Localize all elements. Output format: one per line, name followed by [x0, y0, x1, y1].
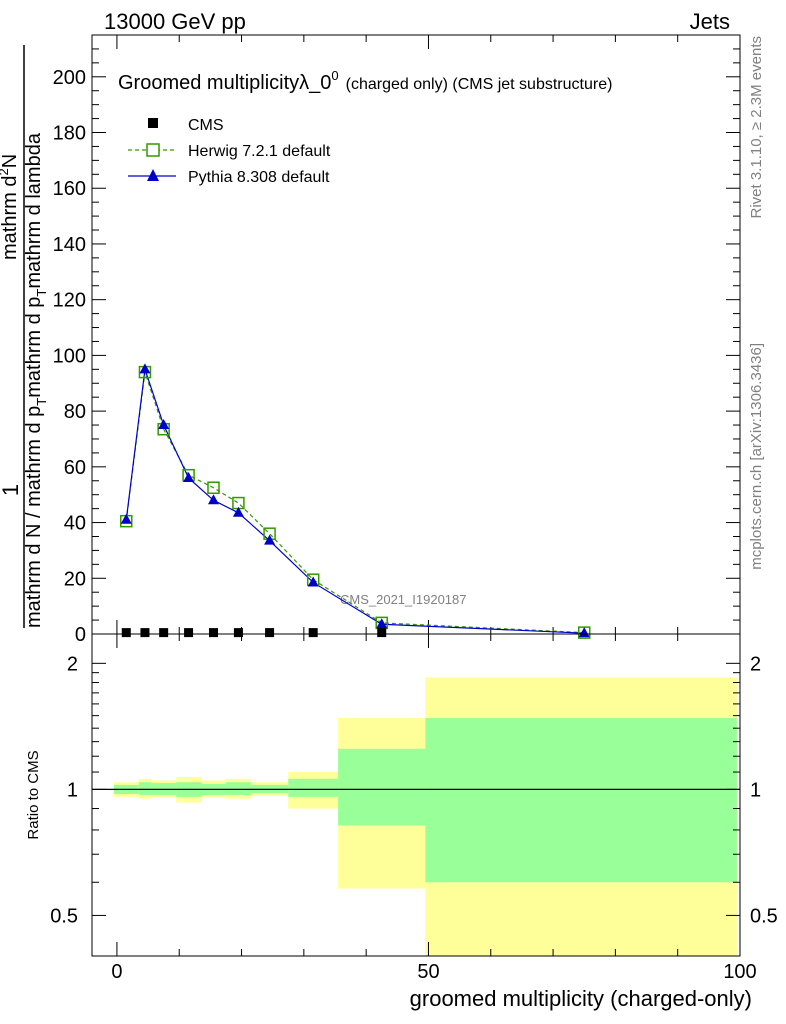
rivet-label: Rivet 3.1.10, ≥ 2.3M events — [748, 36, 765, 219]
cms-point — [209, 628, 218, 638]
cms-point — [184, 628, 194, 638]
legend-herwig-marker — [146, 143, 160, 157]
main-ytick-label: 60 — [64, 457, 86, 479]
ylabel-denominator-rest: mathrm d p — [23, 297, 45, 398]
pythia-point — [158, 419, 170, 430]
header-right: Jets — [690, 9, 730, 34]
ratio-ytick-label: 2 — [67, 653, 78, 675]
herwig-point — [577, 626, 591, 639]
mcplots-label: mcplots.cern.ch [arXiv:1306.3436] — [748, 343, 765, 570]
ratio-panel: 0.5 0.5 1 1 2 2 0 50 100 Ratio to CMS groomed mu… — [25, 633, 778, 1011]
ratio-ytick-label: 1 — [67, 779, 78, 801]
herwig-point — [207, 481, 220, 494]
main-ylabel: 1 mathrm d2N mathrm d N / mathrm d pTmat… — [0, 45, 49, 628]
pythia-point — [183, 471, 195, 482]
cms-point — [140, 628, 150, 638]
main-ytick-label: 120 — [53, 290, 86, 312]
ylabel-denominator-rest2: mathrm d lambda — [23, 132, 45, 288]
cms-point — [308, 628, 318, 638]
ratio-axis-ticks: 0.5 0.5 1 1 2 2 0 50 100 — [50, 634, 778, 983]
main-ytick-label: 40 — [64, 513, 86, 535]
pythia-point — [120, 513, 132, 524]
legend-cms-marker — [148, 118, 158, 128]
ratio-xtick-label: 50 — [417, 961, 439, 983]
header-left: 13000 GeV pp — [104, 9, 246, 34]
ylabel-numerator-sup: 2 — [0, 168, 11, 175]
main-ytick-label: 100 — [53, 345, 86, 367]
ratio-inner-band — [338, 748, 426, 826]
watermark: CMS_2021_I1920187 — [340, 592, 467, 607]
pythia-line — [125, 369, 585, 634]
ratio-frame — [91, 633, 741, 957]
ratio-ytick-label-right: 0.5 — [750, 905, 778, 927]
ratio-ytick-label: 0.5 — [50, 905, 78, 927]
plot-title-main: Groomed multiplicityλ_0 — [118, 72, 331, 94]
pythia-point — [376, 618, 388, 629]
legend-pythia-marker — [147, 169, 159, 181]
legend-cms-label: CMS — [188, 117, 224, 134]
ratio-inner-band — [138, 782, 152, 795]
cms-point — [233, 628, 243, 638]
ratio-ytick-label-right: 1 — [750, 779, 761, 801]
ylabel-one: 1 — [0, 484, 23, 496]
cms-point — [377, 628, 387, 638]
ylabel-denominator-main: mathrm d N / mathrm d p — [23, 406, 45, 628]
cms-point — [121, 628, 131, 638]
main-ytick-label: 180 — [53, 123, 86, 145]
ratio-inner-band — [288, 778, 339, 797]
pythia-point — [232, 506, 244, 517]
main-ytick-label: 160 — [53, 178, 86, 200]
ylabel-numerator-n: N — [0, 154, 21, 168]
pythia-point — [208, 494, 219, 505]
ylabel-denominator-sub: T — [34, 398, 49, 406]
cms-point — [159, 628, 169, 638]
legend-pythia-label: Pythia 8.308 default — [188, 169, 330, 186]
plot-subtitle: (charged only) (CMS jet substructure) — [346, 76, 613, 93]
main-panel: 0 20 40 60 80 100 120 140 160 180 200 CMS_2021_I19… — [53, 34, 741, 646]
main-ytick-label: 200 — [53, 67, 86, 89]
ratio-xtick-label: 0 — [111, 961, 122, 983]
ratio-inner-band — [225, 782, 251, 795]
pythia-point — [307, 576, 319, 587]
xaxis-label: groomed multiplicity (charged-only) — [410, 986, 752, 1011]
main-ytick-label: 20 — [64, 568, 86, 590]
legend-herwig-label: Herwig 7.2.1 default — [188, 143, 331, 160]
ratio-ytick-label-right: 2 — [750, 653, 761, 675]
ylabel-numerator-d: mathrm d — [0, 176, 21, 260]
plot-title: Groomed multiplicityλ_00 (charged only) (… — [118, 68, 612, 94]
ylabel-denominator-sub2: T — [34, 289, 49, 297]
pythia-point — [264, 534, 276, 545]
cms-point — [265, 628, 275, 638]
main-ytick-label: 80 — [64, 401, 86, 423]
plot-title-sup: 0 — [331, 68, 338, 83]
ratio-xtick-label: 100 — [723, 961, 756, 983]
ylabel-denominator: mathrm d N / mathrm d pTmathrm d pTmathr… — [23, 132, 49, 628]
ratio-ylabel: Ratio to CMS — [25, 750, 42, 839]
legend: CMS Herwig 7.2.1 default Pythia 8.308 de… — [128, 117, 331, 186]
ratio-inner-band — [425, 718, 737, 883]
main-ytick-label: 0 — [75, 624, 86, 646]
pythia-point — [139, 363, 151, 374]
pythia-point — [578, 627, 590, 638]
main-ytick-label: 140 — [53, 234, 86, 256]
ylabel-numerator: mathrm d2N — [0, 154, 21, 260]
